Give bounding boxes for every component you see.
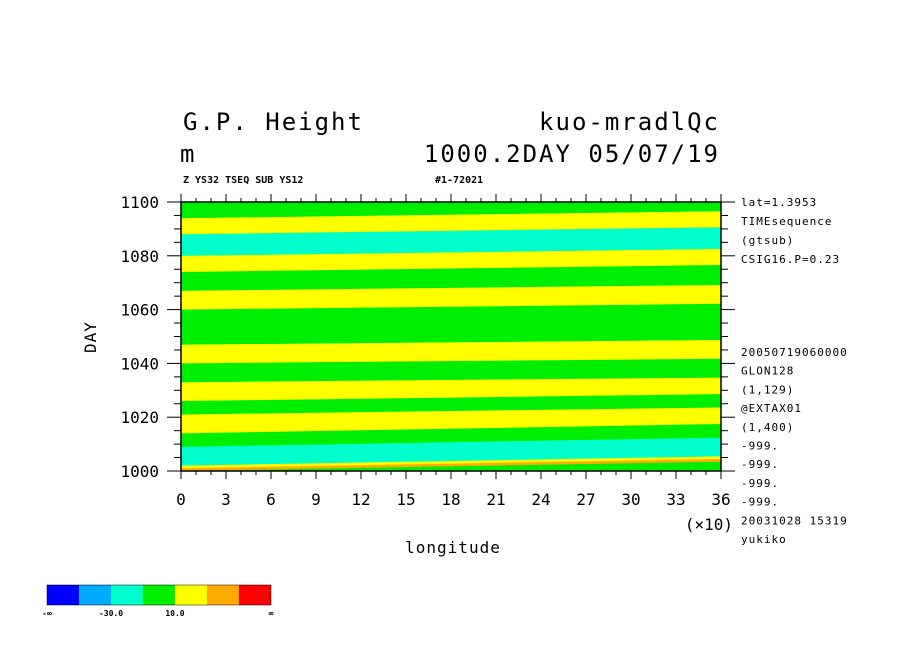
subtitle-left: Z YS32 TSEQ SUB YS12 (183, 175, 303, 186)
colorbar-frame (46, 584, 272, 606)
heatmap-band (181, 424, 721, 447)
colorbar-swatch (79, 585, 111, 605)
colorbar-swatch (239, 585, 271, 605)
x-tick-label: 18 (441, 490, 460, 509)
x-multiplier-label: (×10) (685, 515, 733, 534)
x-axis-label: longitude (405, 538, 501, 557)
x-tick-label: 15 (396, 490, 415, 509)
info-bottom-line: -999. (741, 496, 779, 509)
info-bottom-line: 20031028 15319 (741, 514, 848, 527)
heatmap-band (181, 248, 721, 272)
x-tick-label: 21 (486, 490, 505, 509)
colorbar-swatch (47, 585, 79, 605)
info-bottom-line: -999. (741, 458, 779, 471)
title-right-line1: kuo-mradlQc (539, 108, 720, 136)
heatmap-band (181, 375, 721, 402)
colorbar-label: ∞ (269, 609, 274, 618)
x-tick-label: 33 (666, 490, 685, 509)
title-left-line2: m (180, 140, 196, 168)
x-tick-label: 24 (531, 490, 550, 509)
info-bottom-line: 20050719060000 (741, 346, 848, 359)
info-top-line: TIMEsequence (741, 215, 832, 228)
info-top-line: (gtsub) (741, 234, 794, 247)
info-block-top: lat=1.3953 TIMEsequence (gtsub) CSIG16.P=0.… (741, 196, 840, 266)
heatmap-band (181, 264, 721, 291)
x-tick-label: 0 (176, 490, 186, 509)
info-block-bottom: 20050719060000 GLON128 (1,129) @EXTAX01 (1,4… (741, 346, 848, 546)
y-tick-label: 1040 (120, 354, 159, 373)
colorbar-swatch (175, 585, 207, 605)
x-tick-label: 6 (266, 490, 276, 509)
subtitle-right: #1-72021 (435, 175, 483, 186)
title-right-line2: 1000.2DAY 05/07/19 (424, 140, 720, 168)
heatmap-band (181, 437, 721, 466)
heatmap-band (181, 303, 721, 332)
colorbar-label: -∞ (42, 609, 52, 618)
heatmap-band (181, 358, 721, 383)
x-tick-label: 12 (351, 490, 370, 509)
x-tick-label: 27 (576, 490, 595, 509)
info-top-line: lat=1.3953 (741, 196, 817, 209)
x-tick-label: 9 (311, 490, 321, 509)
heatmap-band (181, 202, 721, 219)
x-tick-label: 3 (221, 490, 231, 509)
y-tick-label: 1080 (120, 247, 159, 266)
y-tick-label: 1100 (120, 193, 159, 212)
heatmap-band (181, 339, 721, 364)
axis-ticks: 0 3 6 9 12 15 18 21 24 27 30 33 36100010201040106010… (120, 193, 735, 509)
y-tick-label: 1000 (120, 462, 159, 481)
info-bottom-line: yukiko (741, 533, 787, 546)
colorbar-label: 10.0 (165, 609, 184, 618)
colorbar: -∞ -30.0 10.0 ∞ (42, 584, 274, 618)
info-bottom-line: (1,129) (741, 383, 794, 396)
heatmap-band (181, 211, 721, 235)
y-tick-label: 1020 (120, 408, 159, 427)
colorbar-swatch (207, 585, 239, 605)
heatmap-band (181, 394, 721, 415)
heatmap-band (181, 284, 721, 310)
info-top-line: CSIG16.P=0.23 (741, 253, 840, 266)
heatmap-band (181, 326, 721, 345)
heatmap-field (181, 202, 721, 471)
colorbar-swatch (111, 585, 143, 605)
x-tick-label: 36 (711, 490, 730, 509)
info-bottom-line: -999. (741, 477, 779, 490)
heatmap-band (181, 227, 721, 256)
info-bottom-line: -999. (741, 440, 779, 453)
colorbar-label: -30.0 (99, 609, 123, 618)
colorbar-swatch (143, 585, 175, 605)
info-bottom-line: @EXTAX01 (741, 402, 802, 415)
info-bottom-line: (1,400) (741, 421, 794, 434)
y-axis-label: DAY (81, 321, 100, 353)
y-tick-label: 1060 (120, 301, 159, 320)
title-left-line1: G.P. Height (183, 108, 364, 136)
x-tick-label: 30 (621, 490, 640, 509)
info-bottom-line: GLON128 (741, 365, 794, 378)
